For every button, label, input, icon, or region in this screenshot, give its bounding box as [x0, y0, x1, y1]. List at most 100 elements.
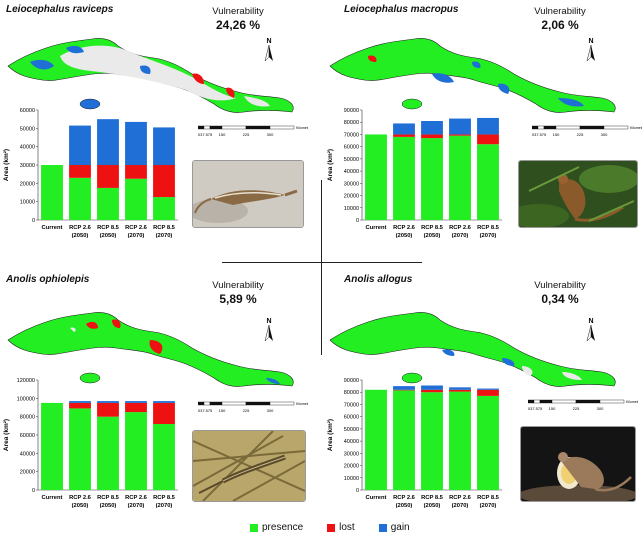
bar-gain — [97, 119, 119, 165]
legend-item-lost: lost — [327, 522, 355, 533]
bar-gain — [393, 123, 415, 135]
x-tick-label: (2050) — [396, 503, 413, 509]
bar-lost — [69, 165, 91, 178]
x-tick-label: (2050) — [100, 503, 117, 509]
bar-lost — [125, 165, 147, 179]
x-tick-label: (2070) — [480, 233, 497, 239]
bar-presence — [153, 197, 175, 220]
svg-text:150: 150 — [553, 132, 560, 137]
y-tick-label: 20000 — [344, 464, 359, 470]
bar-presence — [97, 187, 119, 220]
vulnerability-label: Vulnerability — [534, 6, 586, 17]
vertical-divider — [321, 180, 322, 355]
x-tick-label: RCP 8.5 — [97, 225, 120, 231]
svg-text:37.5: 37.5 — [530, 406, 539, 411]
bar-lost — [153, 402, 175, 424]
legend-item-presence: presence — [250, 522, 303, 533]
scale-bar: 037.575 150 225 300 Kilometers — [532, 125, 642, 137]
y-tick-label: 0 — [356, 218, 359, 224]
y-tick-label: 60000 — [20, 108, 35, 114]
bar-presence — [69, 177, 91, 220]
x-tick-label: (2050) — [424, 233, 441, 239]
y-tick-label: 0 — [32, 488, 35, 494]
svg-text:Kilometers: Kilometers — [626, 400, 638, 404]
species-photo — [518, 160, 638, 228]
y-tick-label: 80000 — [344, 390, 359, 396]
y-tick-label: 10000 — [20, 200, 35, 206]
bar-lost — [421, 389, 443, 393]
area-bar-chart: Area (km²) 0 10000 20000 30000 40000 50000 6000… — [327, 378, 502, 509]
bar-gain — [393, 386, 415, 390]
y-tick-label: 0 — [32, 218, 35, 224]
y-tick-label: 90000 — [344, 108, 359, 114]
svg-text:75: 75 — [538, 406, 543, 411]
y-tick-label: 20000 — [344, 194, 359, 200]
distribution-map — [7, 38, 294, 113]
map-region — [244, 96, 270, 107]
species-photo — [520, 426, 636, 502]
x-tick-label: RCP 2.6 — [393, 225, 416, 231]
x-tick-label: (2070) — [156, 233, 173, 239]
map-region — [368, 55, 377, 62]
bar-lost — [97, 165, 119, 188]
vulnerability-label: Vulnerability — [534, 280, 586, 291]
svg-text:N: N — [266, 38, 271, 45]
bar-lost — [393, 134, 415, 137]
x-tick-label: Current — [42, 225, 63, 231]
map-region — [149, 340, 163, 354]
area-bar-chart: Area (km²) 0 10000 20000 30000 40000 50000 6000… — [327, 108, 502, 239]
legend-label: presence — [262, 522, 304, 533]
x-tick-label: RCP 2.6 — [125, 495, 148, 501]
map-region — [558, 98, 584, 107]
vulnerability-value: 0,34 % — [541, 292, 579, 306]
x-tick-label: RCP 8.5 — [421, 495, 444, 501]
legend-label: gain — [390, 522, 410, 533]
scale-bar: 037.575 150 225 300 Kilometers — [198, 401, 308, 413]
legend-swatch-presence — [250, 523, 258, 532]
y-tick-label: 80000 — [20, 415, 35, 421]
north-arrow-icon: N — [586, 38, 595, 62]
x-tick-label: (2070) — [480, 503, 497, 509]
x-tick-label: (2070) — [128, 233, 145, 239]
distribution-map — [7, 312, 294, 387]
y-tick-label: 70000 — [344, 132, 359, 138]
svg-text:75: 75 — [542, 132, 547, 137]
map-region — [472, 61, 481, 68]
bar-presence — [365, 389, 387, 490]
svg-text:75: 75 — [208, 408, 213, 413]
bar-presence — [393, 390, 415, 490]
x-tick-label: (2050) — [100, 233, 117, 239]
map-region — [226, 87, 235, 98]
bar-gain — [69, 125, 91, 165]
legend-item-gain: gain — [378, 522, 410, 533]
bar-presence — [477, 395, 499, 490]
species-photo — [192, 430, 306, 502]
y-tick-label: 40000 — [20, 145, 35, 151]
x-tick-label: RCP 8.5 — [153, 225, 176, 231]
svg-text:N: N — [588, 38, 593, 45]
bar-lost — [153, 165, 175, 198]
legend: presence lost gain — [250, 522, 410, 533]
map-region — [502, 358, 515, 366]
island-outline — [329, 38, 616, 113]
species-name: Anolis ophiolepis — [6, 274, 90, 285]
map-region — [30, 59, 54, 70]
horizontal-divider — [222, 262, 422, 263]
bar-presence — [477, 144, 499, 220]
bar-presence — [41, 165, 63, 220]
x-tick-label: RCP 8.5 — [97, 495, 120, 501]
map-region — [66, 45, 84, 54]
y-tick-label: 60000 — [20, 433, 35, 439]
bar-presence — [449, 135, 471, 220]
map-region — [442, 349, 455, 356]
panel-leiocephalus-macropus: Leiocephalus macropus Vulnerability 2,06… — [322, 0, 643, 262]
bar-lost — [449, 134, 471, 136]
svg-text:75: 75 — [208, 132, 213, 137]
vulnerability-value: 2,06 % — [541, 18, 579, 32]
y-tick-label: 40000 — [20, 451, 35, 457]
svg-text:225: 225 — [573, 406, 580, 411]
y-tick-label: 20000 — [20, 181, 35, 187]
bar-presence — [393, 136, 415, 220]
map-region — [140, 65, 151, 74]
legend-label: lost — [339, 522, 355, 533]
